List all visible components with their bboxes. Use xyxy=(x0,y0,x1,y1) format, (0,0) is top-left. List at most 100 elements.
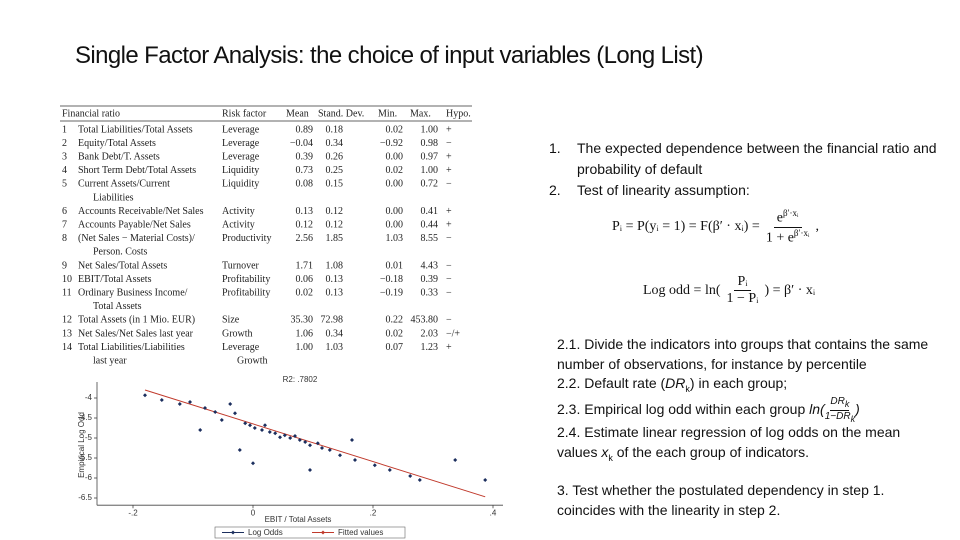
table-cell: Person. Costs xyxy=(93,247,148,258)
table-cell: 1.23 xyxy=(421,342,439,353)
math: DR xyxy=(665,375,686,391)
table-cell: Leverage xyxy=(222,138,260,149)
data-point xyxy=(308,468,312,472)
table-cell: 13 xyxy=(62,328,72,339)
table-cell: Net Sales/Total Assets xyxy=(78,260,167,271)
table-cell: + xyxy=(446,342,452,353)
table-cell: 4 xyxy=(62,165,67,176)
table-cell: 2.56 xyxy=(296,233,314,244)
x-tick-label: -.2 xyxy=(128,508,138,517)
step-text: 2.4. Estimate linear regression of log o… xyxy=(557,424,901,460)
table-cell: − xyxy=(446,315,452,326)
formula-text: 1 + e xyxy=(765,230,794,246)
table-cell: 0.00 xyxy=(386,179,404,190)
table-cell: 0.13 xyxy=(326,287,344,298)
table-cell: Liquidity xyxy=(222,179,259,190)
data-point xyxy=(303,440,308,444)
y-tick-label: -5.5 xyxy=(78,453,92,462)
denominator: 1 + eβ′·xᵢ xyxy=(763,228,813,247)
formula-text: Log odd = ln( xyxy=(643,282,721,298)
formula-text: e xyxy=(776,210,783,226)
data-point xyxy=(320,446,324,450)
table-cell: 0.00 xyxy=(386,151,404,162)
slide-title: Single Factor Analysis: the choice of in… xyxy=(75,42,704,69)
legend-swatch xyxy=(321,530,325,535)
data-point xyxy=(143,393,147,398)
table-cell: 2.03 xyxy=(421,328,439,339)
table-cell: − xyxy=(446,274,452,285)
fraction: eβ′·xᵢ 1 + eβ′·xᵢ xyxy=(763,208,813,246)
table-cell: − xyxy=(446,179,452,190)
table-cell: 8.55 xyxy=(421,233,439,244)
column-header: Financial ratio xyxy=(62,108,120,119)
table-cell: 0.02 xyxy=(386,165,404,176)
numerator: DRk xyxy=(830,396,850,411)
data-point xyxy=(483,478,488,482)
numbered-list: 1. The expected dependence between the fi… xyxy=(549,138,949,201)
data-point xyxy=(350,438,354,442)
table-cell: 7 xyxy=(62,219,67,230)
table-cell: 0.15 xyxy=(326,179,344,190)
table-cell: Activity xyxy=(222,219,255,230)
table-cell: 0.12 xyxy=(326,219,344,230)
table-cell: 0.00 xyxy=(386,206,404,217)
data-point xyxy=(353,458,357,462)
table-cell: 0.22 xyxy=(386,315,404,326)
step: 2.1. Divide the indicators into groups t… xyxy=(557,336,929,372)
table-cell: − xyxy=(446,138,452,149)
table-cell: + xyxy=(446,165,452,176)
data-point xyxy=(338,453,342,458)
table-cell: Turnover xyxy=(222,260,260,271)
step: 3. Test whether the postulated dependenc… xyxy=(557,482,885,518)
table-cell: 0.34 xyxy=(326,328,344,339)
table-cell: + xyxy=(446,219,452,230)
x-tick-label: 0 xyxy=(251,508,256,517)
table-cell: 0.00 xyxy=(386,219,404,230)
table-cell: 0.12 xyxy=(326,206,344,217)
table-cell: 0.34 xyxy=(326,138,344,149)
table-cell: last year xyxy=(93,355,127,366)
table-cell: 72.98 xyxy=(321,315,344,326)
data-point xyxy=(293,434,297,438)
x-axis-label: EBIT / Total Assets xyxy=(265,515,332,524)
data-point xyxy=(278,435,282,440)
step-text: ) in each group; xyxy=(689,375,788,391)
table-cell: 0.02 xyxy=(386,124,404,135)
table-cell: Ordinary Business Income/ xyxy=(78,287,188,298)
data-point xyxy=(315,441,320,446)
table-cell: 35.30 xyxy=(291,315,314,326)
table-cell: Activity xyxy=(222,206,255,217)
data-point xyxy=(243,421,248,426)
table-cell: 0.89 xyxy=(296,124,314,135)
table-cell: 10 xyxy=(62,274,72,285)
table-cell: 0.02 xyxy=(296,287,314,298)
table-cell: Total Assets (in 1 Mio. EUR) xyxy=(78,315,195,326)
table-cell: 0.08 xyxy=(296,179,314,190)
exponent: β′·xᵢ xyxy=(782,208,799,218)
data-point xyxy=(297,438,302,442)
data-point xyxy=(198,428,203,432)
table-cell: 0.41 xyxy=(421,206,439,217)
table-cell: 0.98 xyxy=(421,138,439,149)
table-cell: 0.26 xyxy=(326,151,344,162)
table-cell: 1.03 xyxy=(326,342,344,353)
table-cell: −0.04 xyxy=(290,138,313,149)
formula-text: , xyxy=(815,219,819,235)
table-cell: Liquidity xyxy=(222,165,259,176)
step: 2.4. Estimate linear regression of log o… xyxy=(557,422,932,468)
data-point xyxy=(203,406,207,410)
formula-text: Pᵢ = P(yᵢ = 1) = F(β′ · xᵢ) = xyxy=(612,219,760,235)
data-point xyxy=(453,458,458,462)
formula: Pᵢ = P(yᵢ = 1) = F(β′ · xᵢ) = eβ′·xᵢ 1 +… xyxy=(612,208,819,246)
math-sub: k xyxy=(685,383,690,394)
legend-swatch xyxy=(231,530,235,535)
table-cell: Net Sales/Net Sales last year xyxy=(78,328,194,339)
table-cell: Productivity xyxy=(222,233,271,244)
table-cell: Profitability xyxy=(222,287,270,298)
exponent: β′·xᵢ xyxy=(793,227,810,238)
table-cell: Leverage xyxy=(222,342,260,353)
data-point xyxy=(372,463,377,468)
column-header: Stand. Dev. xyxy=(318,108,364,119)
